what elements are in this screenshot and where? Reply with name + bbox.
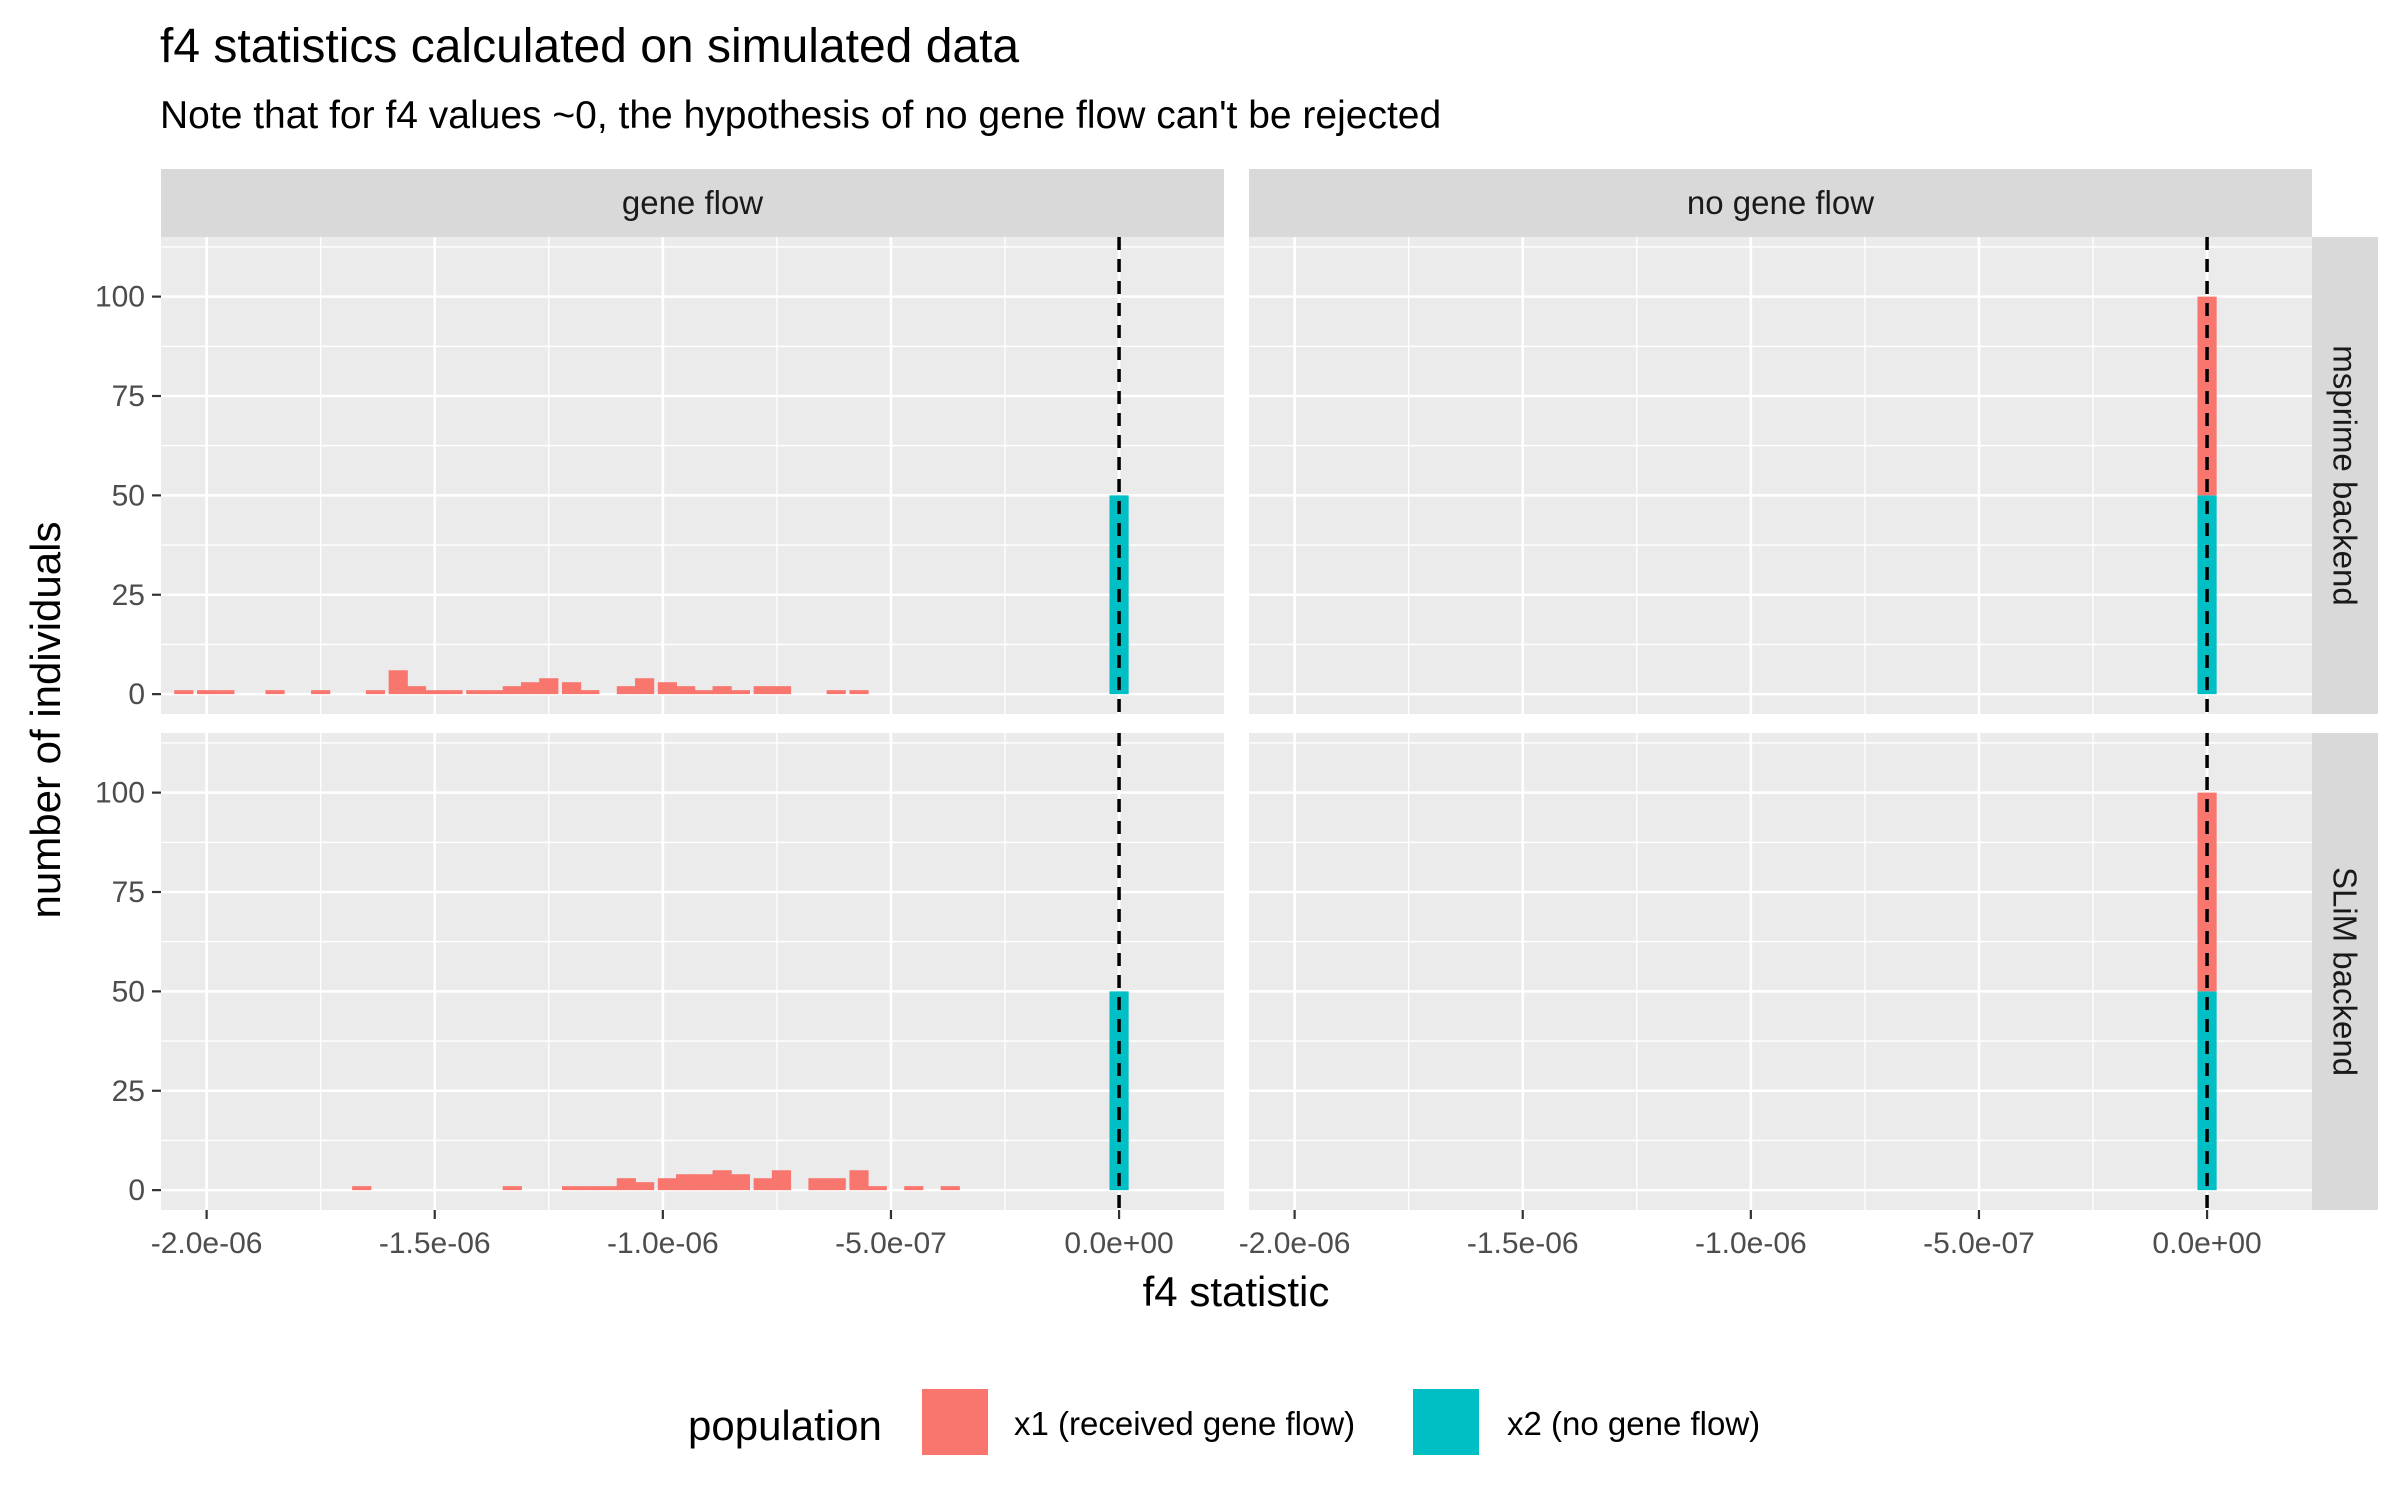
x-tick-label: 0.0e+00 [1064, 1227, 1173, 1260]
bar-x1 [826, 690, 846, 695]
x-tick-label: 0.0e+00 [2152, 1227, 2261, 1260]
x-tick-label: -1.5e-06 [1467, 1227, 1579, 1260]
x-tick-label: -2.0e-06 [1239, 1227, 1351, 1260]
bar-x1 [753, 686, 773, 695]
y-tick-label: 100 [95, 281, 145, 314]
strip-col-gene-flow [161, 169, 1224, 237]
bar-x1 [197, 690, 217, 695]
bar-x1 [694, 1174, 714, 1191]
legend-swatch-x1 [922, 1389, 988, 1455]
bar-x1 [484, 690, 504, 695]
x-tick-label: -5.0e-07 [835, 1227, 947, 1260]
strip-row-slim-backend [2312, 733, 2378, 1210]
y-axis-label: number of individuals [22, 522, 69, 919]
bar-x1 [616, 1178, 636, 1191]
bar-x1 [657, 682, 677, 695]
y-tick-label: 75 [112, 876, 145, 909]
y-tick-label: 75 [112, 380, 145, 413]
bar-x1 [502, 686, 522, 695]
bar-x1 [215, 690, 235, 695]
y-tick-label: 25 [112, 579, 145, 612]
strip-col-no-gene-flow [1249, 169, 2312, 237]
strip-col-label-gene-flow: gene flow [622, 184, 763, 221]
y-tick-label: 0 [128, 1174, 145, 1207]
strip-row-label-slim-backend: SLiM backend [2327, 867, 2364, 1076]
bar-x1 [657, 1178, 677, 1191]
x-tick-label: -2.0e-06 [151, 1227, 263, 1260]
bar-x1 [808, 1178, 828, 1191]
bar-x1 [867, 1186, 887, 1191]
panel-background [1249, 237, 2312, 714]
panel-background [161, 237, 1224, 714]
bar-x1 [730, 1174, 750, 1191]
bar-x1 [826, 1178, 846, 1191]
bar-x1 [616, 686, 636, 695]
x-tick-label: -1.5e-06 [379, 1227, 491, 1260]
bar-x1 [712, 1170, 732, 1191]
bar-x1 [753, 1178, 773, 1191]
bar-x1 [849, 1170, 869, 1191]
chart-title: f4 statistics calculated on simulated da… [160, 20, 1019, 73]
y-tick-label: 25 [112, 1075, 145, 1108]
y-tick-label: 0 [128, 678, 145, 711]
bar-x1 [730, 690, 750, 695]
bar-x1 [676, 686, 696, 695]
bar-x1 [352, 1186, 372, 1191]
chart-subtitle: Note that for f4 values ~0, the hypothes… [160, 94, 1441, 137]
bar-x1 [940, 1186, 960, 1191]
panel-no-gene-flow-msprime-backend [1249, 237, 2312, 714]
bar-x1 [771, 686, 792, 695]
bar-x1 [676, 1174, 696, 1191]
bar-x1 [174, 690, 194, 695]
bar-x1 [849, 690, 869, 695]
bar-x1 [771, 1170, 792, 1191]
strip-row-msprime-backend [2312, 237, 2378, 714]
legend-label-x2: x2 (no gene flow) [1507, 1405, 1760, 1442]
bar-x1 [635, 678, 655, 695]
panel-no-gene-flow-slim-backend [1249, 733, 2312, 1210]
y-tick-label: 100 [95, 777, 145, 810]
y-tick-label: 50 [112, 479, 145, 512]
bar-x1 [635, 1182, 655, 1191]
x-tick-label: -1.0e-06 [1695, 1227, 1807, 1260]
bar-x1 [443, 690, 463, 695]
bar-x1 [562, 1186, 582, 1191]
panel-background [1249, 733, 2312, 1210]
panel-background [161, 733, 1224, 1210]
bar-x1 [388, 670, 408, 695]
x-tick-label: -1.0e-06 [607, 1227, 719, 1260]
bar-x1 [580, 1186, 600, 1191]
bar-x1 [265, 690, 285, 695]
legend-label-x1: x1 (received gene flow) [1014, 1405, 1355, 1442]
x-axes: -2.0e-06 -1.5e-06 -1.0e-06 -5.0e-07 0.0e+00 -… [151, 1210, 2262, 1260]
panel-gene-flow-slim-backend [161, 733, 1224, 1210]
bar-x1 [904, 1186, 924, 1191]
bar-x1 [406, 686, 427, 695]
bar-x1 [466, 690, 486, 695]
panel-grid: gene flow no gene flow msprime backend SLiM… [161, 169, 2378, 1210]
bar-x1 [311, 690, 331, 695]
legend: population x1 (received gene flow) x2 (n… [688, 1389, 1760, 1455]
bar-x1 [598, 1186, 618, 1191]
x-tick-label: -5.0e-07 [1923, 1227, 2035, 1260]
bar-x1 [580, 690, 600, 695]
bar-x1 [520, 682, 541, 695]
strip-row-label-msprime-backend: msprime backend [2327, 345, 2364, 605]
legend-title: population [688, 1402, 882, 1449]
strip-col-label-no-gene-flow: no gene flow [1687, 184, 1874, 221]
bar-x1 [694, 690, 714, 695]
panel-gene-flow-msprime-backend [161, 237, 1224, 714]
bar-x1 [539, 678, 559, 695]
bar-x1 [365, 690, 386, 695]
y-axes: 0 25 50 75 100 0 25 50 75 100 [95, 281, 161, 1207]
bar-x1 [562, 682, 582, 695]
x-axis-label: f4 statistic [1143, 1268, 1330, 1315]
legend-swatch-x2 [1413, 1389, 1479, 1455]
bar-x1 [502, 1186, 522, 1191]
bar-x1 [425, 690, 445, 695]
y-tick-label: 50 [112, 975, 145, 1008]
bar-x1 [712, 686, 732, 695]
